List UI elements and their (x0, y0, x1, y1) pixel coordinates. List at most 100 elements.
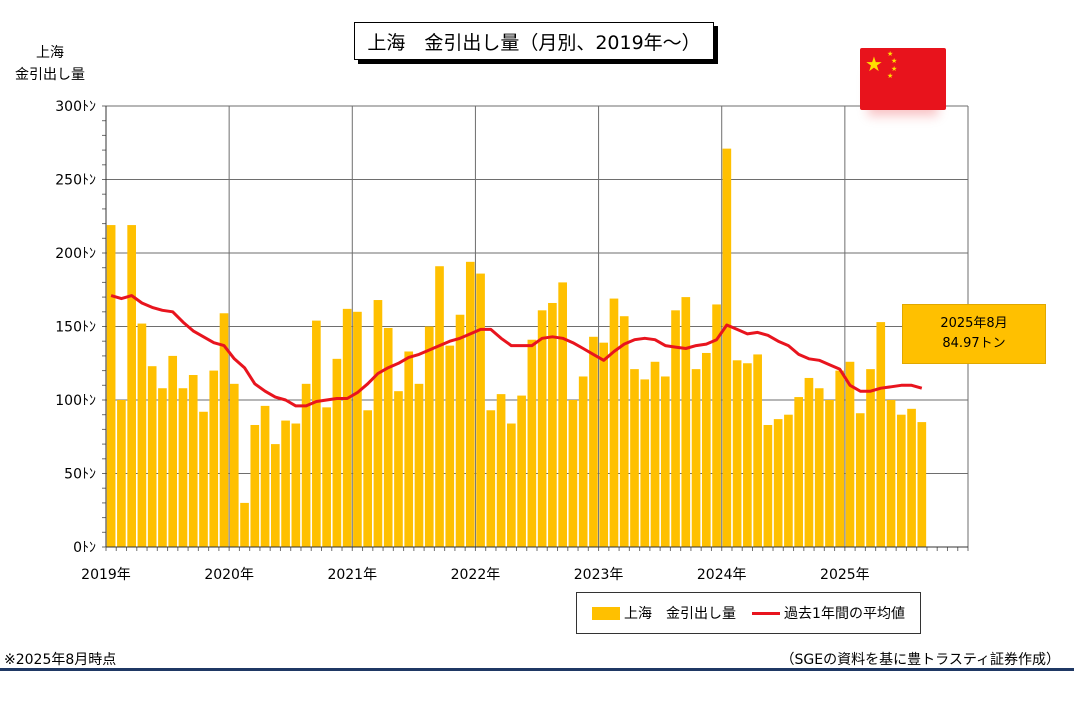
bar (743, 363, 752, 547)
bar (404, 351, 414, 547)
bar (855, 413, 865, 547)
bar (106, 225, 116, 547)
legend-bar-swatch (592, 606, 621, 620)
bar (589, 336, 598, 547)
bar (886, 400, 896, 547)
bar (188, 375, 198, 547)
legend-line-swatch (752, 611, 781, 615)
flag-small-star-icon: ★ (891, 65, 898, 73)
bar (424, 326, 434, 547)
bar (845, 361, 855, 547)
chart-title: 上海 金引出し量（月別、2019年～） (354, 22, 714, 60)
bar (219, 313, 229, 547)
flag-small-star-icon: ★ (891, 57, 898, 65)
bar (476, 273, 485, 547)
bar (568, 400, 578, 547)
bar (527, 339, 537, 547)
latest-value-callout: 2025年8月 84.97トン (902, 304, 1046, 364)
bar (753, 354, 762, 547)
bar (301, 383, 311, 547)
legend-item-bars: 上海 金引出し量 (592, 603, 736, 623)
x-tick-label: 2025年 (820, 567, 870, 583)
bar (876, 322, 886, 547)
bar (599, 342, 609, 547)
x-tick-label: 2021年 (327, 567, 377, 583)
bar (681, 297, 691, 547)
bar (825, 400, 834, 547)
flag-large-star-icon: ★ (865, 52, 883, 76)
bar (383, 327, 393, 547)
bar (619, 316, 629, 547)
bar (373, 300, 383, 547)
bar (342, 308, 352, 547)
bar (496, 394, 506, 547)
bar (147, 366, 157, 547)
bar (701, 352, 711, 547)
y-axis-label-line2: 金引出し量 (15, 67, 85, 83)
bar (158, 388, 167, 547)
footnote: ※2025年8月時点 (4, 652, 117, 668)
x-tick-label: 2019年 (81, 567, 131, 583)
legend-line-label: 過去1年間の平均値 (784, 606, 905, 622)
y-axis-label-line1: 上海 (36, 45, 64, 61)
bar (507, 423, 516, 547)
bar (784, 414, 793, 547)
bar (168, 355, 178, 547)
bar (178, 388, 188, 547)
bar (794, 397, 804, 547)
bar (312, 320, 321, 547)
legend-item-line: 過去1年間の平均値 (752, 603, 905, 623)
bar (199, 411, 208, 547)
bar (660, 376, 670, 547)
bar (240, 502, 249, 547)
bar (732, 360, 742, 547)
y-axis-label: 上海 金引出し量 (10, 42, 90, 86)
source-note: （SGEの資料を基に豊トラスティ証券作成） (780, 652, 1060, 668)
bar (394, 391, 403, 547)
bar (322, 407, 331, 547)
bar (445, 345, 455, 547)
y-tick-label: 150ﾄﾝ (55, 320, 96, 336)
bar (270, 444, 280, 547)
bar (281, 420, 290, 547)
china-flag-icon: ★ ★ ★ ★ ★ (860, 48, 946, 110)
x-tick-label: 2022年 (451, 567, 501, 583)
bar (260, 405, 270, 547)
bar (804, 377, 814, 547)
bar (814, 388, 824, 547)
legend: 上海 金引出し量 過去1年間の平均値 (576, 592, 921, 634)
bar (291, 423, 301, 547)
bar (650, 361, 660, 547)
flag-small-star-icon: ★ (887, 50, 894, 58)
bar (609, 298, 619, 547)
bar (363, 410, 373, 547)
x-tick-label: 2024年 (697, 567, 747, 583)
bar (332, 358, 342, 547)
y-tick-label: 200ﾄﾝ (55, 246, 96, 262)
bar (229, 383, 239, 547)
y-tick-label: 250ﾄﾝ (55, 173, 96, 189)
bar (250, 424, 260, 547)
legend-bar-label: 上海 金引出し量 (624, 606, 737, 622)
bar (640, 379, 650, 547)
y-tick-label: 100ﾄﾝ (55, 393, 96, 409)
bar (671, 310, 680, 547)
bar (353, 311, 362, 547)
x-tick-label: 2020年 (204, 567, 254, 583)
bar (414, 383, 424, 547)
y-tick-label: 300ﾄﾝ (55, 99, 96, 115)
bar (465, 261, 475, 547)
callout-value: 84.97トン (942, 336, 1006, 351)
x-tick-label: 2023年 (574, 567, 624, 583)
bar (578, 376, 588, 547)
bar (558, 282, 567, 547)
bar (896, 414, 906, 547)
bar (907, 408, 916, 547)
bar (722, 148, 732, 547)
y-tick-label: 50ﾄﾝ (64, 467, 96, 483)
bar (209, 370, 219, 547)
bar (866, 369, 875, 547)
bar (835, 370, 845, 547)
bar (763, 424, 773, 547)
